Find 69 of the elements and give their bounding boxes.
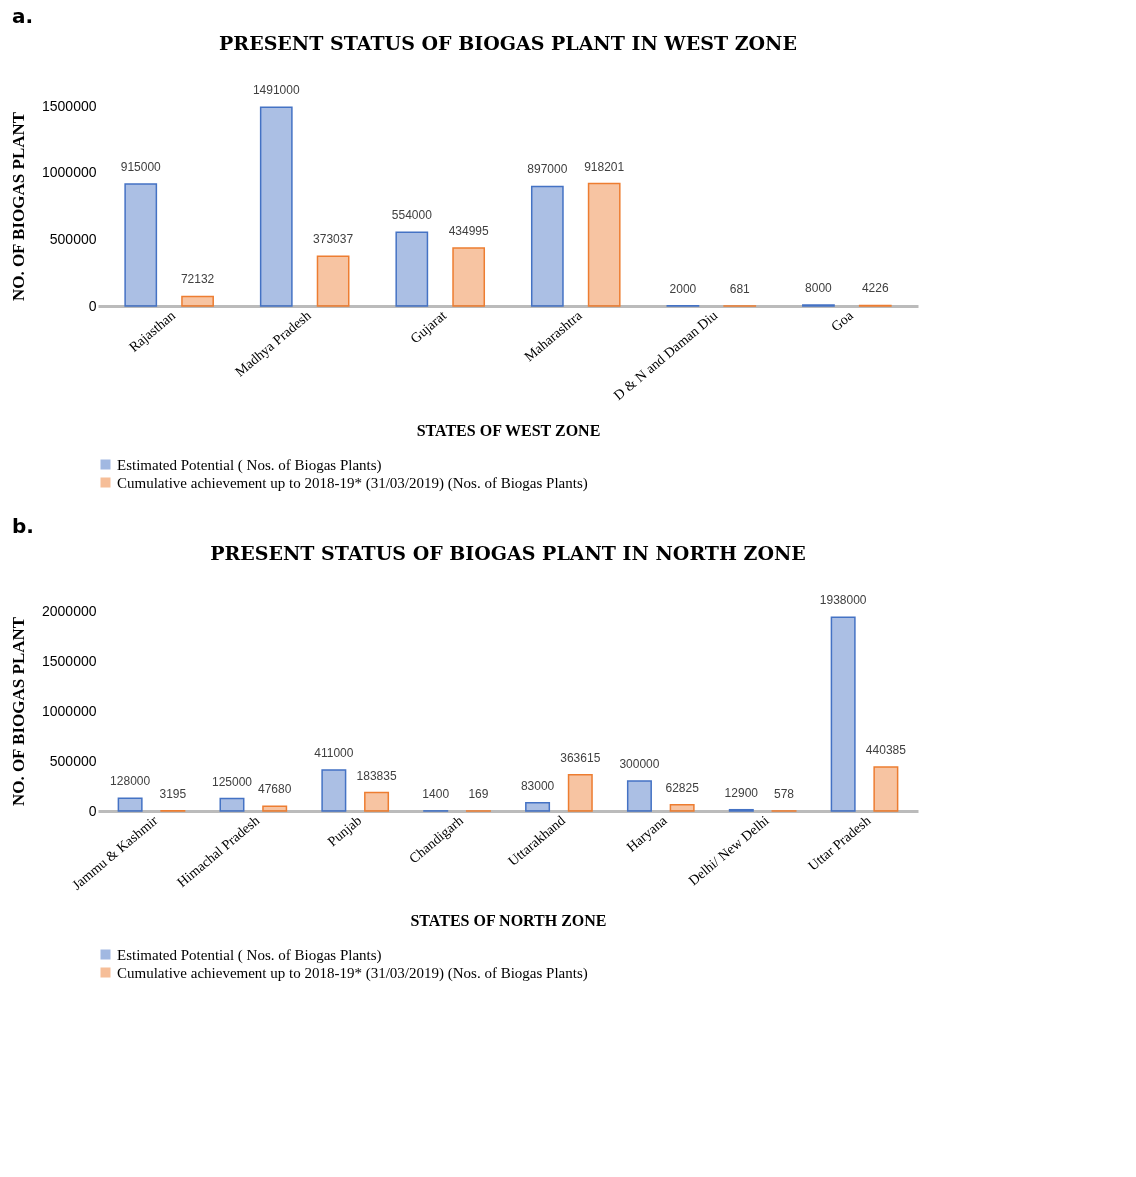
data-label: 1400 <box>422 786 450 801</box>
data-label: 440385 <box>865 742 907 757</box>
bar <box>873 766 899 812</box>
x-axis-title: STATES OF WEST ZONE <box>416 421 601 439</box>
bar <box>452 247 486 307</box>
text: a. <box>12 4 35 28</box>
legend-label: Estimated Potential ( Nos. of Biogas Plants) <box>117 456 382 474</box>
y-tick-label: 500000 <box>49 752 97 769</box>
y-tick-label: 1000000 <box>41 164 97 181</box>
x-axis-title: STATES OF NORTH ZONE <box>410 911 607 929</box>
data-label: 918201 <box>584 159 625 174</box>
data-label: 12900 <box>724 785 759 800</box>
bar <box>321 769 347 812</box>
bar <box>395 231 429 307</box>
bar <box>669 803 695 812</box>
bar <box>530 185 564 307</box>
bar <box>259 106 293 307</box>
y-tick-label: 2000000 <box>41 602 97 619</box>
data-label: 62825 <box>665 780 700 795</box>
y-tick-label: 1000000 <box>41 702 97 719</box>
data-label: 363615 <box>560 750 601 765</box>
data-label: 1491000 <box>252 83 300 98</box>
bar <box>117 797 143 812</box>
data-label: 3195 <box>159 786 187 801</box>
text: b. <box>12 514 35 538</box>
bar <box>181 295 214 307</box>
y-tick-label: 0 <box>88 297 97 314</box>
legend-label: Estimated Potential ( Nos. of Biogas Plants) <box>117 946 382 964</box>
bar <box>316 255 350 307</box>
bar <box>219 797 245 812</box>
data-label: 72132 <box>180 272 215 287</box>
data-label: 183835 <box>356 768 397 783</box>
y-axis-title: NO. OF BIOGAS PLANT <box>9 111 28 302</box>
bar <box>525 801 551 812</box>
data-label: 169 <box>468 786 489 801</box>
data-label: 681 <box>729 281 751 296</box>
data-label: 125000 <box>211 774 253 789</box>
data-label: 915000 <box>120 160 162 174</box>
y-tick-label: 1500000 <box>41 652 97 669</box>
bar <box>830 616 856 812</box>
data-label: 4226 <box>861 281 889 296</box>
data-label: 434995 <box>448 224 489 238</box>
data-label: 554000 <box>391 208 433 223</box>
y-axis-title: NO. OF BIOGAS PLANT <box>9 616 28 807</box>
data-label: 1938000 <box>819 593 867 608</box>
data-label: 8000 <box>805 280 833 295</box>
data-label: 300000 <box>619 757 660 771</box>
y-tick-label: 1500000 <box>41 97 97 114</box>
data-label: 897000 <box>527 162 568 177</box>
bar <box>587 182 621 307</box>
bar <box>124 183 158 307</box>
x-tick-label: Goa <box>828 307 857 335</box>
bar <box>262 805 288 812</box>
y-tick-label: 500000 <box>49 230 97 247</box>
data-label: 2000 <box>669 281 697 296</box>
y-tick-label: 0 <box>88 802 97 819</box>
data-label: 128000 <box>110 774 151 789</box>
bar <box>626 780 652 812</box>
data-label: 47680 <box>258 782 292 797</box>
bar <box>567 773 593 812</box>
data-label: 83000 <box>520 778 555 793</box>
chart-title: PRESENT STATUS OF BIOGAS PLANT IN NORTH ZONE <box>210 542 806 565</box>
legend-label: Cumulative achievement up to 2018-19* (31/03/2019) (Nos. of Biogas Plants) <box>117 964 588 982</box>
data-label: 373037 <box>313 232 354 247</box>
data-label: 578 <box>774 786 795 801</box>
chart-title: PRESENT STATUS OF BIOGAS PLANT IN WEST ZONE <box>219 32 797 55</box>
data-label: 411000 <box>314 745 354 760</box>
legend-label: Cumulative achievement up to 2018-19* (31/03/2019) (Nos. of Biogas Plants) <box>117 474 588 492</box>
bar <box>364 791 390 812</box>
